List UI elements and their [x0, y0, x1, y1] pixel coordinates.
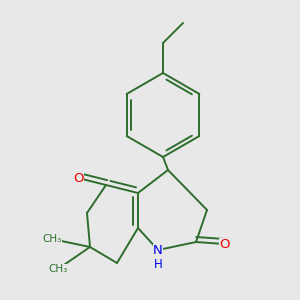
Text: H: H — [154, 257, 162, 271]
Text: CH₃: CH₃ — [42, 234, 62, 244]
Text: O: O — [219, 238, 229, 250]
Text: CH₃: CH₃ — [48, 264, 68, 274]
Text: O: O — [74, 172, 84, 185]
Text: N: N — [153, 244, 163, 256]
